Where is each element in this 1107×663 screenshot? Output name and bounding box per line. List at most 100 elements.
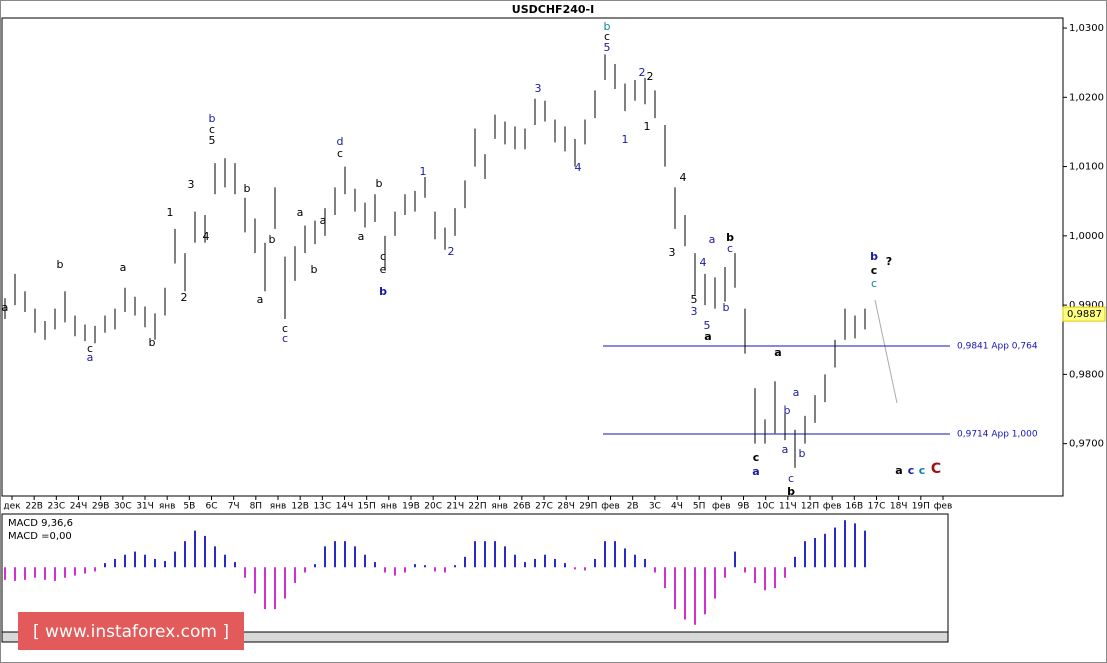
x-tick-label: 28Ч xyxy=(557,502,575,512)
wave-label: b xyxy=(799,447,806,460)
wave-label: b xyxy=(784,404,791,417)
watermark-bg xyxy=(18,612,244,650)
wave-label: 2 xyxy=(181,291,188,304)
x-tick-label: 15П xyxy=(358,502,376,512)
x-tick-label: 21Ч xyxy=(447,502,465,512)
x-tick-label: 23С xyxy=(47,502,65,512)
wave-label: c xyxy=(871,264,878,277)
wave-label: b xyxy=(209,112,216,125)
wave-label: e xyxy=(380,263,387,276)
y-tick-label: 1,0200 xyxy=(1069,92,1104,103)
wave-label: c xyxy=(753,451,760,464)
wave-label: b xyxy=(870,250,878,263)
wave-label: 1 xyxy=(644,120,651,133)
fib-level-label: 0,9841 Арр 0,764 xyxy=(957,341,1038,351)
wave-label: 2 xyxy=(647,70,654,83)
wave-label: c xyxy=(604,30,610,43)
wave-label: a xyxy=(257,293,264,306)
x-tick-label: 4Ч xyxy=(671,502,683,512)
wave-label: 4 xyxy=(680,171,687,184)
watermark: [ www.instaforex.com ] xyxy=(33,622,229,642)
y-tick-label: 1,0300 xyxy=(1069,23,1104,34)
wave-label: 5 xyxy=(209,134,216,147)
wave-label: b xyxy=(723,301,730,314)
wave-label: 3 xyxy=(188,178,195,191)
wave-label: b xyxy=(726,231,734,244)
x-tick-label: 2В xyxy=(627,502,639,512)
x-tick-label: 12П xyxy=(801,502,819,512)
wave-label: b xyxy=(604,20,611,33)
chart-title: USDCHF240-I xyxy=(512,3,594,16)
wave-label: 4 xyxy=(700,256,707,269)
x-tick-label: 17С xyxy=(868,502,886,512)
wave-label: a xyxy=(709,233,716,246)
wave-label: a xyxy=(793,386,800,399)
x-tick-label: 22В xyxy=(25,502,43,512)
wave-label: a xyxy=(297,206,304,219)
wave-label: c xyxy=(908,464,915,477)
x-tick-label: 6С xyxy=(205,502,217,512)
wave-label: b xyxy=(379,285,387,298)
tab-strip xyxy=(1,631,949,643)
wave-label: c xyxy=(337,147,343,160)
x-tick-label: янв xyxy=(159,502,176,512)
wave-label: C xyxy=(931,461,941,477)
watermark-box: [ www.instaforex.com ] xyxy=(18,612,244,650)
x-tick-label: 16В xyxy=(846,502,864,512)
x-tick-label: 12В xyxy=(291,502,309,512)
x-tick-label: янв xyxy=(381,502,398,512)
projection-line xyxy=(874,299,898,404)
wave-label: a xyxy=(358,230,365,243)
wave-label: ? xyxy=(886,255,892,268)
wave-label: 1 xyxy=(622,133,629,146)
wave-label: 4 xyxy=(203,230,210,243)
y-tick-label: 0,9700 xyxy=(1069,439,1104,450)
x-tick-label: 13С xyxy=(313,502,331,512)
x-tick-label: 24Ч xyxy=(70,502,88,512)
wave-label: a xyxy=(320,214,327,227)
x-tick-label: 29В xyxy=(92,502,110,512)
x-tick-label: 22П xyxy=(468,502,486,512)
wave-label: c xyxy=(282,332,288,345)
x-tick-label: фев xyxy=(934,502,953,512)
wave-label: c xyxy=(919,464,926,477)
price-panel xyxy=(1,17,1064,497)
x-tick-label: 9В xyxy=(738,502,750,512)
wave-label: c xyxy=(727,242,733,255)
wave-label: b xyxy=(244,182,251,195)
x-tick-label: 19В xyxy=(402,502,420,512)
wave-label: 5 xyxy=(691,293,698,306)
wave-label: a xyxy=(782,443,789,456)
x-tick-label: 11Ч xyxy=(779,502,797,512)
x-tick-label: 29П xyxy=(579,502,597,512)
wave-label: b xyxy=(376,177,383,190)
x-tick-label: 30С xyxy=(114,502,132,512)
wave-label: a xyxy=(704,330,711,343)
wave-label: c xyxy=(380,250,386,263)
macd-value: MACD =0,00 xyxy=(8,531,72,542)
wave-label: c xyxy=(87,342,93,355)
x-tick-label: 27С xyxy=(535,502,553,512)
y-tick-label: 1,0000 xyxy=(1069,231,1104,242)
x-tick-label: фев xyxy=(601,502,620,512)
wave-label: 3 xyxy=(691,305,698,318)
wave-label: c xyxy=(209,123,215,136)
wave-label: a xyxy=(120,261,127,274)
wave-label: a xyxy=(752,465,759,478)
wave-label: 5 xyxy=(604,41,611,54)
wave-label: 2 xyxy=(639,66,646,79)
wave-label: 1 xyxy=(420,165,427,178)
wave-label: a xyxy=(895,464,902,477)
wave-label: 5 xyxy=(704,319,711,332)
wave-label: 1 xyxy=(167,206,174,219)
wave-label: a xyxy=(87,351,94,364)
wave-label: b xyxy=(269,233,276,246)
x-tick-label: 19П xyxy=(912,502,930,512)
macd-title: MACD 9,36,6 xyxy=(8,518,73,529)
wave-label: 3 xyxy=(669,246,676,259)
last-price-box xyxy=(1062,306,1106,322)
wave-label: c xyxy=(282,322,288,335)
x-tick-label: фев xyxy=(823,502,842,512)
